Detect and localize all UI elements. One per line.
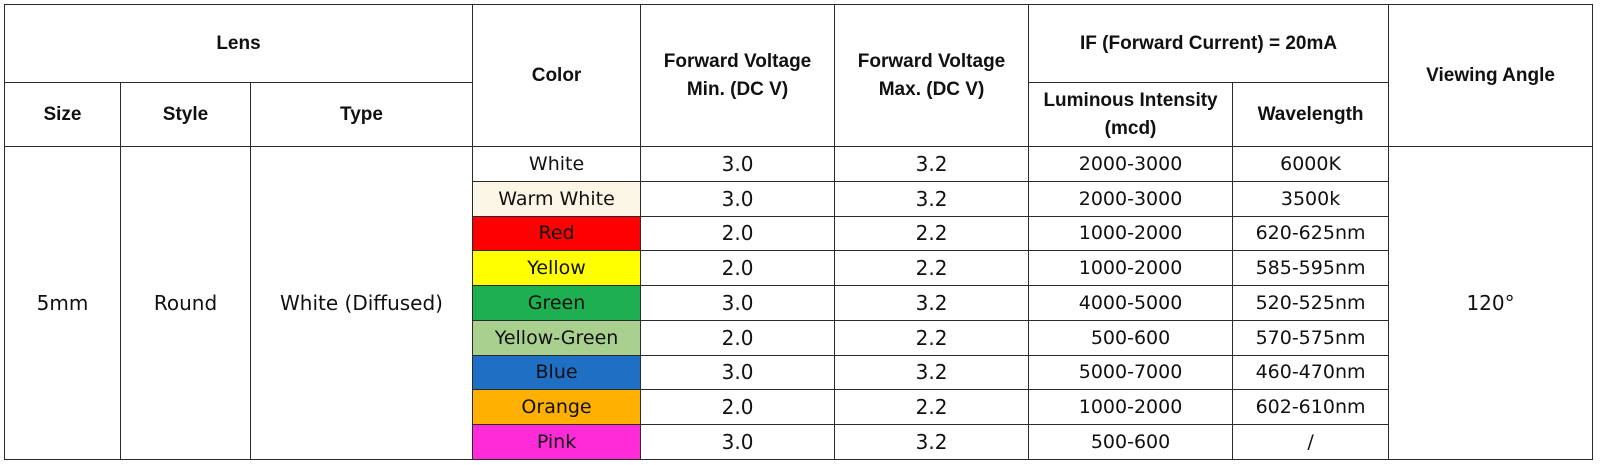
luminous-cell: 1000-2000 — [1028, 215, 1234, 252]
table-row: Blue 3.0 3.2 5000-7000 460-470nm — [5, 354, 1593, 391]
color-cell: Yellow — [472, 250, 642, 287]
header-size: Size — [4, 82, 121, 147]
table-row: Yellow 2.0 2.2 1000-2000 585-595nm — [5, 250, 1593, 287]
vf-min-cell: 3.0 — [640, 424, 836, 460]
luminous-cell: 500-600 — [1028, 319, 1234, 356]
header-vf-max-line1: Forward Voltage — [857, 50, 1006, 72]
table-row: Yellow-Green 2.0 2.2 500-600 570-575nm — [5, 319, 1593, 356]
header-luminous-line1: Luminous Intensity — [1043, 89, 1218, 111]
spec-type-cell: White (Diffused) — [249, 146, 474, 460]
luminous-cell: 5000-7000 — [1028, 354, 1234, 391]
wavelength-cell: / — [1232, 424, 1390, 460]
color-cell: Red — [472, 215, 642, 252]
header-type: Type — [249, 82, 474, 147]
wavelength-cell: 620-625nm — [1232, 215, 1390, 252]
spec-size-cell: 5mm — [4, 146, 121, 460]
vf-min-cell: 2.0 — [640, 319, 836, 356]
header-luminous: Luminous Intensity (mcd) — [1028, 82, 1234, 147]
vf-max-cell: 2.2 — [834, 215, 1030, 252]
vf-min-cell: 3.0 — [640, 180, 836, 217]
vf-min-cell: 2.0 — [640, 215, 836, 252]
table-body: 5mm Round White (Diffused) White 3.0 3.2 2000-… — [4, 146, 1594, 460]
vf-min-cell: 3.0 — [640, 146, 836, 182]
vf-max-cell: 3.2 — [834, 424, 1030, 460]
header-lens: Lens — [3, 4, 474, 83]
wavelength-cell: 520-525nm — [1232, 285, 1390, 321]
luminous-cell: 2000-3000 — [1028, 146, 1234, 182]
wavelength-cell: 6000K — [1232, 146, 1390, 182]
luminous-cell: 1000-2000 — [1028, 250, 1234, 287]
vf-max-cell: 3.2 — [834, 180, 1030, 217]
wavelength-cell: 570-575nm — [1232, 319, 1390, 356]
color-cell: Orange — [472, 389, 642, 426]
wavelength-cell: 602-610nm — [1232, 389, 1390, 426]
luminous-cell: 500-600 — [1028, 424, 1234, 460]
vf-min-cell: 2.0 — [640, 389, 836, 426]
header-color: Color — [472, 4, 642, 147]
header-vf-max-line2: Max. (DC V) — [878, 78, 985, 100]
vf-max-cell: 2.2 — [834, 319, 1030, 356]
vf-min-cell: 2.0 — [640, 250, 836, 287]
header-luminous-line2: (mcd) — [1104, 117, 1157, 139]
led-spec-table: Lens Color Forward Voltage Min. (DC V) F… — [3, 4, 1594, 460]
vf-max-cell: 2.2 — [834, 389, 1030, 426]
header-vf-max: Forward Voltage Max. (DC V) — [834, 4, 1030, 147]
table-row: Pink 3.0 3.2 500-600/ — [5, 424, 1593, 460]
table-row: Green 3.0 3.2 4000-5000 520-525nm — [5, 285, 1593, 321]
vf-max-cell: 3.2 — [834, 146, 1030, 182]
header-vf-min: Forward Voltage Min. (DC V) — [640, 4, 836, 147]
color-cell: Blue — [472, 354, 642, 391]
header-style: Style — [120, 82, 251, 147]
vf-min-cell: 3.0 — [640, 285, 836, 321]
header-vf-min-line2: Min. (DC V) — [686, 78, 789, 100]
spec-style-cell: Round — [120, 146, 251, 460]
vf-max-cell: 2.2 — [834, 250, 1030, 287]
vf-max-cell: 3.2 — [834, 285, 1030, 321]
color-cell: White — [472, 146, 642, 182]
table-row: Orange 2.0 2.2 1000-2000 602-610nm — [5, 389, 1593, 426]
header-viewing-angle: Viewing Angle — [1388, 4, 1594, 147]
wavelength-cell: 585-595nm — [1232, 250, 1390, 287]
vf-min-cell: 3.0 — [640, 354, 836, 391]
wavelength-cell: 3500k — [1232, 180, 1390, 217]
luminous-cell: 4000-5000 — [1028, 285, 1234, 321]
header-vf-min-line1: Forward Voltage — [663, 50, 812, 72]
color-cell: Pink — [472, 424, 642, 460]
header-if-group: IF (Forward Current) = 20mA — [1028, 4, 1390, 83]
color-cell: Green — [472, 285, 642, 321]
luminous-cell: 1000-2000 — [1028, 389, 1234, 426]
spec-viewing-angle-cell: 120° — [1388, 146, 1594, 460]
vf-max-cell: 3.2 — [834, 354, 1030, 391]
color-cell: Yellow-Green — [472, 319, 642, 356]
color-cell: Warm White — [472, 180, 642, 217]
wavelength-cell: 460-470nm — [1232, 354, 1390, 391]
luminous-cell: 2000-3000 — [1028, 180, 1234, 217]
table-row: 5mm Round White (Diffused) White 3.0 3.2 2000-… — [4, 146, 1594, 460]
header-wavelength: Wavelength — [1232, 82, 1390, 147]
